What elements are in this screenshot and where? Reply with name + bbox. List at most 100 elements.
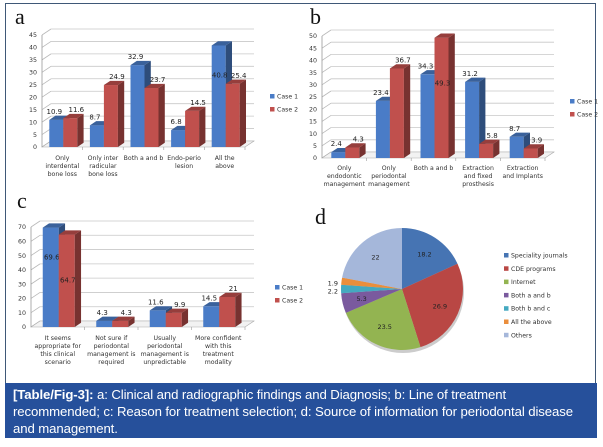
bar-front	[185, 110, 200, 147]
legend-swatch	[504, 306, 509, 311]
bar-front	[389, 68, 404, 158]
category-label: It seems	[45, 335, 71, 342]
pie-data-label: 18.2	[417, 251, 431, 259]
gridline-slant	[321, 54, 332, 61]
category-label: Not sure if	[95, 335, 128, 342]
legend-swatch	[504, 253, 509, 258]
bar-top	[144, 83, 165, 89]
gridline-slant	[41, 78, 52, 86]
bar-side	[479, 77, 486, 158]
bar-front	[112, 320, 129, 327]
bar-top	[42, 223, 66, 228]
legend-swatch	[275, 298, 280, 303]
bar-front	[434, 37, 449, 158]
legend-label: Speciality journals	[511, 253, 568, 260]
bar-front	[165, 312, 182, 327]
category-label: Only inter	[88, 155, 119, 162]
gridline-slant	[30, 306, 41, 314]
legend-swatch	[270, 107, 275, 112]
bar-top	[434, 33, 455, 38]
data-label: 5.8	[487, 132, 498, 140]
category-label: periodontal	[371, 173, 407, 180]
legend-label: Both a and b	[511, 292, 551, 299]
bar-case2	[144, 83, 165, 147]
y-tick-label: 35	[309, 70, 317, 77]
category-label: All the	[215, 155, 235, 162]
bar-front	[149, 310, 166, 327]
gridline-slant	[321, 102, 332, 110]
bar-case2	[219, 292, 242, 327]
caption-text: a: Clinical and radiographic findings an…	[13, 387, 573, 436]
bar-front	[58, 234, 75, 327]
y-tick-label: 0	[313, 155, 317, 162]
gridline-slant	[30, 234, 41, 242]
y-tick-label: 60	[18, 238, 26, 245]
y-tick-label: 30	[29, 70, 37, 77]
gridline-slant	[321, 78, 332, 86]
legend-swatch	[504, 292, 509, 298]
bar-front	[130, 65, 145, 147]
category-label: periodontal	[147, 343, 183, 350]
gridline-slant	[321, 29, 332, 37]
caption-label: [Table/Fig-3]:	[13, 387, 94, 402]
gridline-slant	[321, 115, 332, 122]
category-label: unpredictable	[143, 359, 186, 366]
bar-top	[479, 139, 500, 144]
bar-case2	[225, 79, 246, 147]
bar-front	[63, 118, 78, 147]
category-label: management	[324, 181, 366, 188]
gridline-slant	[321, 90, 332, 98]
data-label: 32.9	[128, 53, 144, 61]
y-tick-label: 25	[29, 82, 37, 89]
bar-front	[49, 119, 64, 147]
legend-label: Case 1	[277, 94, 298, 101]
bar-top	[63, 113, 84, 119]
bar-front	[375, 100, 390, 158]
bar-front	[171, 130, 186, 147]
gridline-slant	[30, 277, 41, 285]
bar-case1	[509, 132, 530, 158]
y-tick-label: 20	[18, 296, 26, 303]
pie-data-label: 26.9	[433, 302, 447, 310]
data-label: 34.3	[418, 62, 434, 70]
bar-case2	[389, 64, 411, 158]
chart-b-panel: b 0 5 10 15 20 25 30 35 40 45 50 2.4 4.3 Only endodont…	[300, 0, 600, 190]
category-label: interdental	[45, 163, 79, 170]
legend-swatch	[504, 266, 509, 271]
category-label: Only	[382, 165, 397, 172]
bar-top	[225, 79, 246, 84]
bar-front	[479, 143, 494, 158]
y-tick-label: 35	[29, 57, 37, 64]
pie-slice	[341, 284, 402, 294]
data-label: 21	[229, 285, 238, 293]
data-label: 24.9	[109, 73, 125, 81]
bar-case2	[434, 33, 455, 159]
panel-letter-a: a	[15, 4, 25, 29]
category-label: periodontal	[94, 343, 130, 350]
y-tick-label: 70	[18, 224, 26, 231]
bar-side	[537, 144, 544, 158]
category-label: this clinical	[40, 351, 75, 358]
gridline-slant	[321, 66, 332, 73]
bar-front	[96, 320, 113, 327]
data-label: 31.2	[462, 70, 478, 78]
bar-top	[509, 132, 530, 137]
bar-case2	[112, 316, 135, 327]
category-label: Both a and b	[414, 165, 454, 172]
category-label: modality	[205, 359, 232, 366]
data-label: 4.3	[353, 136, 364, 144]
legend-swatch	[504, 279, 509, 285]
y-tick-label: 45	[29, 32, 37, 39]
y-tick-label: 40	[18, 267, 26, 274]
y-tick-label: 20	[29, 94, 37, 101]
data-label: 11.6	[148, 298, 164, 306]
bar-case1	[465, 77, 486, 158]
category-label: with this	[205, 343, 231, 350]
category-label: Only	[337, 165, 352, 172]
bar-side	[403, 64, 411, 158]
gridline-slant	[30, 263, 41, 271]
bar-top	[345, 143, 366, 148]
pie-data-label: 23.5	[377, 323, 391, 331]
legend-swatch	[504, 332, 509, 338]
pie-slice	[402, 263, 463, 348]
